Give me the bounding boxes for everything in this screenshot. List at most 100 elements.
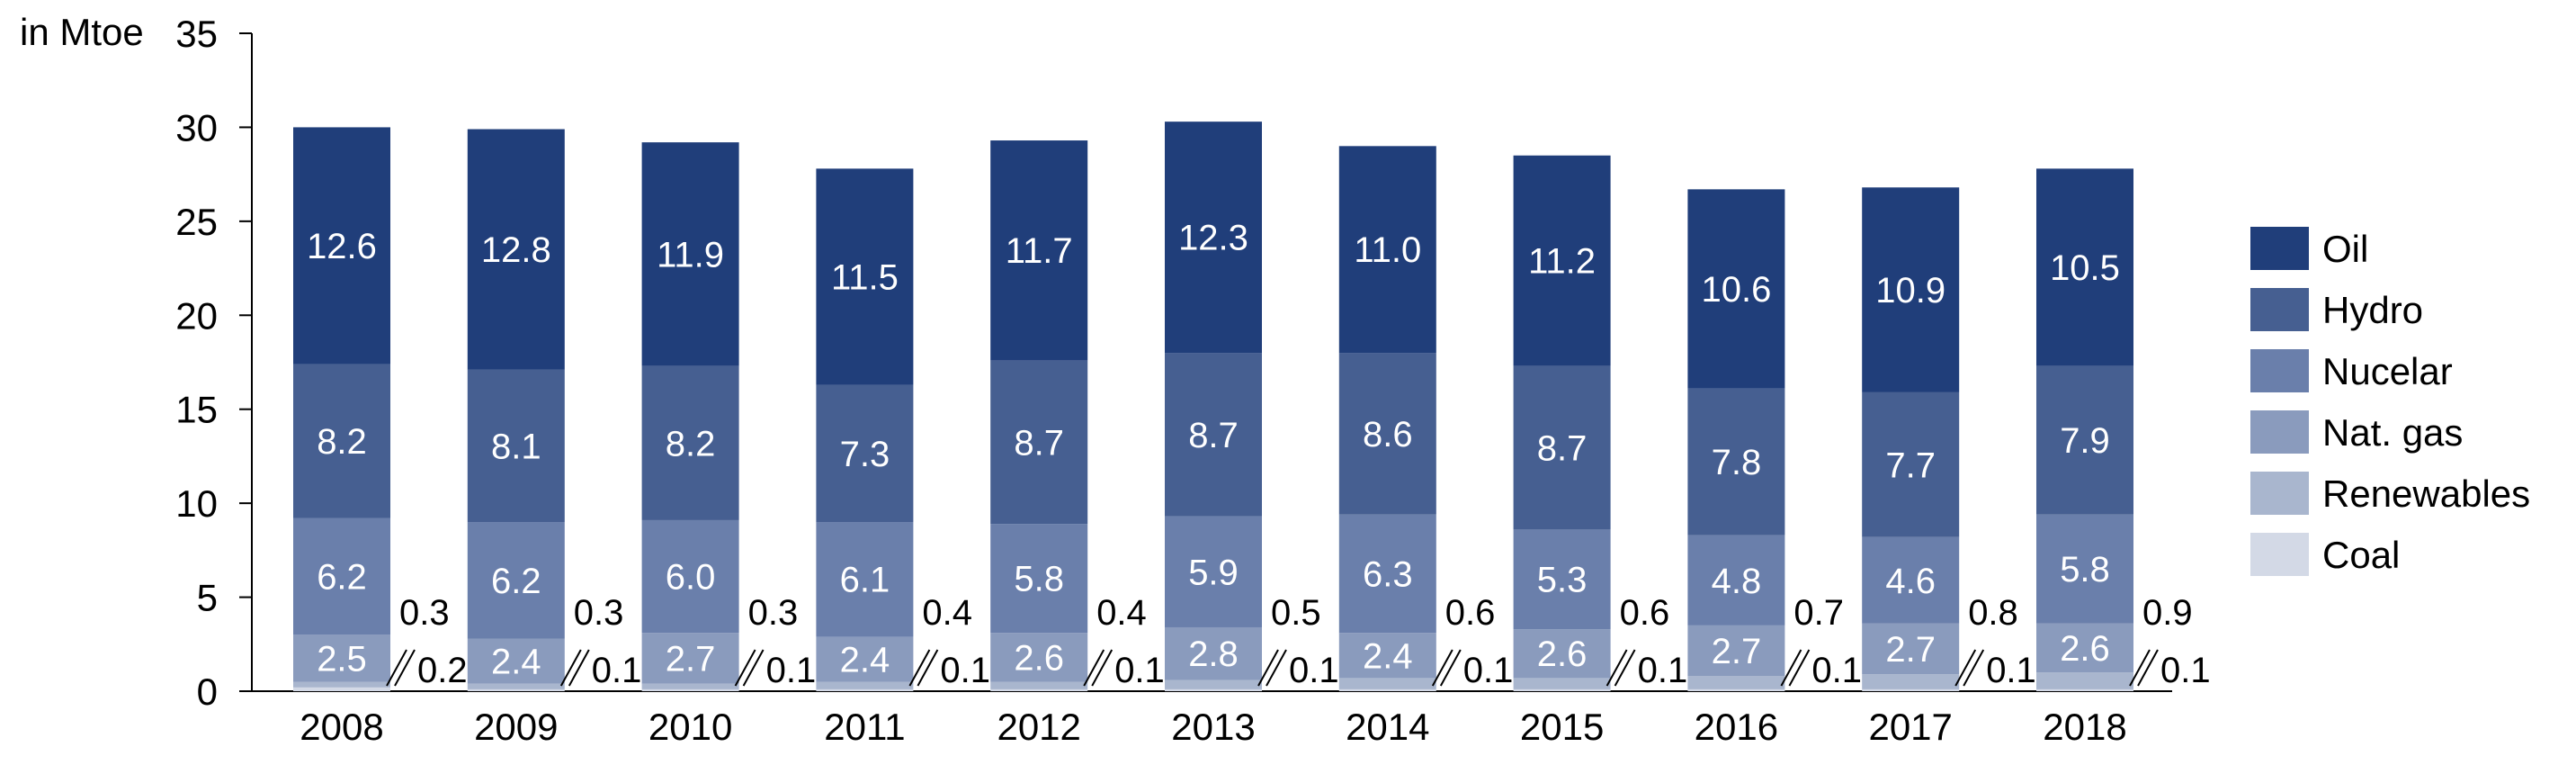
bar-segment-oil-2008 bbox=[293, 127, 390, 364]
data-label-renewables: 0.6 bbox=[1620, 593, 1670, 633]
data-label: 8.2 bbox=[317, 422, 367, 462]
x-tick-label: 2011 bbox=[824, 706, 905, 748]
data-label-coal: 0.1 bbox=[1114, 651, 1165, 690]
bar-segment-hydro-2016 bbox=[1687, 388, 1785, 536]
legend-label: Oil bbox=[2322, 228, 2368, 270]
legend-swatch bbox=[2250, 288, 2309, 331]
bar-segment-renewables-2008 bbox=[293, 681, 390, 688]
data-label-renewables: 0.4 bbox=[922, 593, 972, 633]
data-label-coal: 0.1 bbox=[1638, 651, 1688, 690]
data-label: 8.1 bbox=[491, 427, 541, 466]
data-label: 7.9 bbox=[2060, 421, 2110, 461]
bar-segment-nucelar-2018 bbox=[2036, 514, 2133, 624]
data-label-coal: 0.1 bbox=[940, 651, 990, 690]
data-label: 10.6 bbox=[1701, 270, 1771, 310]
bar-segment-coal-2016 bbox=[1687, 688, 1785, 691]
data-label: 12.6 bbox=[307, 227, 377, 266]
data-label-coal: 0.1 bbox=[2160, 651, 2211, 690]
bar-segment-nucelar-2014 bbox=[1338, 514, 1436, 634]
data-label: 2.6 bbox=[2060, 629, 2110, 669]
data-label: 5.9 bbox=[1188, 553, 1239, 592]
data-label: 8.7 bbox=[1188, 416, 1239, 455]
bar-segment-nat-gas-2017 bbox=[1862, 623, 1960, 675]
leader-line bbox=[394, 649, 416, 687]
bar-segment-hydro-2014 bbox=[1338, 353, 1436, 515]
legend-swatch bbox=[2250, 349, 2309, 392]
leader-line bbox=[1091, 649, 1114, 687]
data-label-renewables: 0.4 bbox=[1096, 593, 1147, 633]
data-label: 2.7 bbox=[1712, 632, 1762, 671]
leader-line bbox=[2137, 649, 2159, 687]
bar-segment-renewables-2011 bbox=[816, 681, 914, 689]
data-label: 5.8 bbox=[2060, 550, 2110, 590]
bar-segment-renewables-2014 bbox=[1338, 678, 1436, 689]
y-tick-label: 25 bbox=[175, 201, 218, 243]
x-tick-label: 2008 bbox=[300, 706, 383, 748]
bar-segment-nucelar-2009 bbox=[467, 522, 565, 639]
bar-segment-oil-2018 bbox=[2036, 168, 2133, 366]
legend-swatch bbox=[2250, 472, 2309, 515]
bar-segment-oil-2012 bbox=[990, 140, 1088, 361]
legend-swatch bbox=[2250, 227, 2309, 270]
data-label: 7.7 bbox=[1885, 446, 1936, 485]
leader-line bbox=[734, 649, 756, 687]
bar-segment-renewables-2016 bbox=[1687, 676, 1785, 689]
data-label-renewables: 0.9 bbox=[2142, 593, 2193, 633]
leader-line bbox=[1788, 649, 1811, 687]
bar-segment-nucelar-2015 bbox=[1513, 529, 1611, 630]
bar-segment-nucelar-2010 bbox=[641, 519, 739, 634]
bar-segment-nat-gas-2018 bbox=[2036, 623, 2133, 673]
x-tick-label: 2018 bbox=[2043, 706, 2126, 748]
data-label: 2.6 bbox=[1014, 638, 1064, 678]
data-label: 5.8 bbox=[1014, 560, 1064, 599]
legend-swatch bbox=[2250, 410, 2309, 454]
bar-segment-coal-2017 bbox=[1862, 688, 1960, 691]
leader-line bbox=[386, 649, 407, 687]
legend: Oil Hydro Nucelar Nat. gas Renewables Coal bbox=[2250, 227, 2530, 576]
data-label: 8.2 bbox=[666, 424, 716, 464]
leader-line bbox=[742, 649, 765, 687]
data-label: 6.3 bbox=[1363, 554, 1413, 594]
bar-segment-oil-2013 bbox=[1165, 122, 1262, 354]
bar-segment-coal-2013 bbox=[1165, 688, 1262, 691]
bar-segment-hydro-2008 bbox=[293, 364, 390, 518]
bar-segment-nat-gas-2009 bbox=[467, 638, 565, 684]
legend-swatch bbox=[2250, 533, 2309, 576]
leader-line bbox=[1963, 649, 1985, 687]
data-label: 11.5 bbox=[831, 257, 899, 297]
bar-segment-coal-2018 bbox=[2036, 688, 2133, 691]
data-label: 8.6 bbox=[1363, 415, 1413, 454]
bar-segment-coal-2012 bbox=[990, 688, 1088, 691]
leader-line bbox=[1614, 649, 1636, 687]
data-label: 6.0 bbox=[666, 558, 716, 598]
bar-segment-nucelar-2008 bbox=[293, 518, 390, 635]
bar-segment-nucelar-2017 bbox=[1862, 536, 1960, 624]
data-label: 10.9 bbox=[1875, 271, 1945, 310]
data-label: 11.7 bbox=[1006, 231, 1073, 271]
bar-segment-nat-gas-2013 bbox=[1165, 626, 1262, 680]
legend-label: Hydro bbox=[2322, 289, 2423, 331]
data-label: 12.8 bbox=[481, 230, 551, 270]
bar-segment-hydro-2011 bbox=[816, 384, 914, 523]
bar-segment-oil-2016 bbox=[1687, 189, 1785, 389]
y-axis: 0 5 10 15 20 25 30 35 bbox=[175, 13, 253, 713]
x-tick-label: 2015 bbox=[1520, 706, 1604, 748]
data-label: 12.3 bbox=[1178, 219, 1248, 258]
bar-segment-hydro-2010 bbox=[641, 365, 739, 520]
leader-line bbox=[1266, 649, 1287, 687]
bar-segment-hydro-2009 bbox=[467, 369, 565, 523]
bar-segment-hydro-2017 bbox=[1862, 392, 1960, 537]
legend-label: Coal bbox=[2322, 534, 2400, 576]
data-label-coal: 0.2 bbox=[417, 651, 468, 690]
y-tick-label: 15 bbox=[175, 389, 218, 431]
bar-segment-coal-2010 bbox=[641, 688, 739, 691]
bar-segment-oil-2015 bbox=[1513, 155, 1611, 366]
data-label: 11.2 bbox=[1528, 242, 1596, 282]
leader-line bbox=[1606, 649, 1628, 687]
bar-segment-renewables-2013 bbox=[1165, 680, 1262, 689]
data-label: 2.4 bbox=[840, 640, 890, 680]
leader-line bbox=[1257, 649, 1279, 687]
data-label-coal: 0.1 bbox=[1811, 651, 1862, 690]
bar-segment-coal-2008 bbox=[293, 687, 390, 691]
